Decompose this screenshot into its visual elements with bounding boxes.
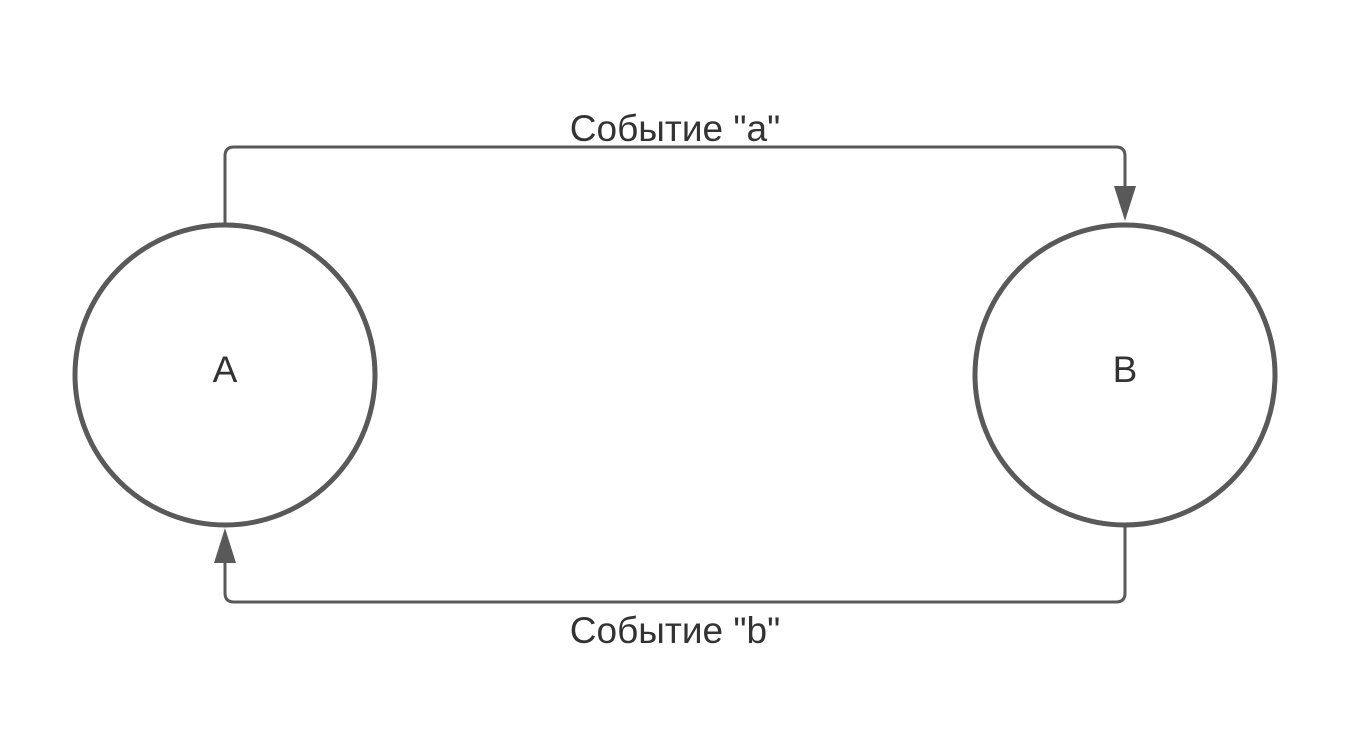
transition-a-to-b-arrowhead: [1114, 186, 1136, 221]
state-b-circle: [972, 222, 1278, 528]
transition-a-to-b-edge: [223, 145, 1127, 223]
state-a-label: A: [213, 349, 238, 390]
transition-a-to-b-label: Событие "a": [570, 108, 780, 149]
transition-b-to-a-edge: [223, 526, 1127, 604]
transition-b-to-a-label: Событие "b": [570, 610, 780, 651]
state-b-label: B: [1113, 349, 1138, 390]
state-a-circle: [72, 222, 378, 528]
transition-b-to-a-arrowhead: [214, 528, 236, 563]
state-a: A: [72, 222, 378, 528]
state-b: B: [972, 222, 1278, 528]
